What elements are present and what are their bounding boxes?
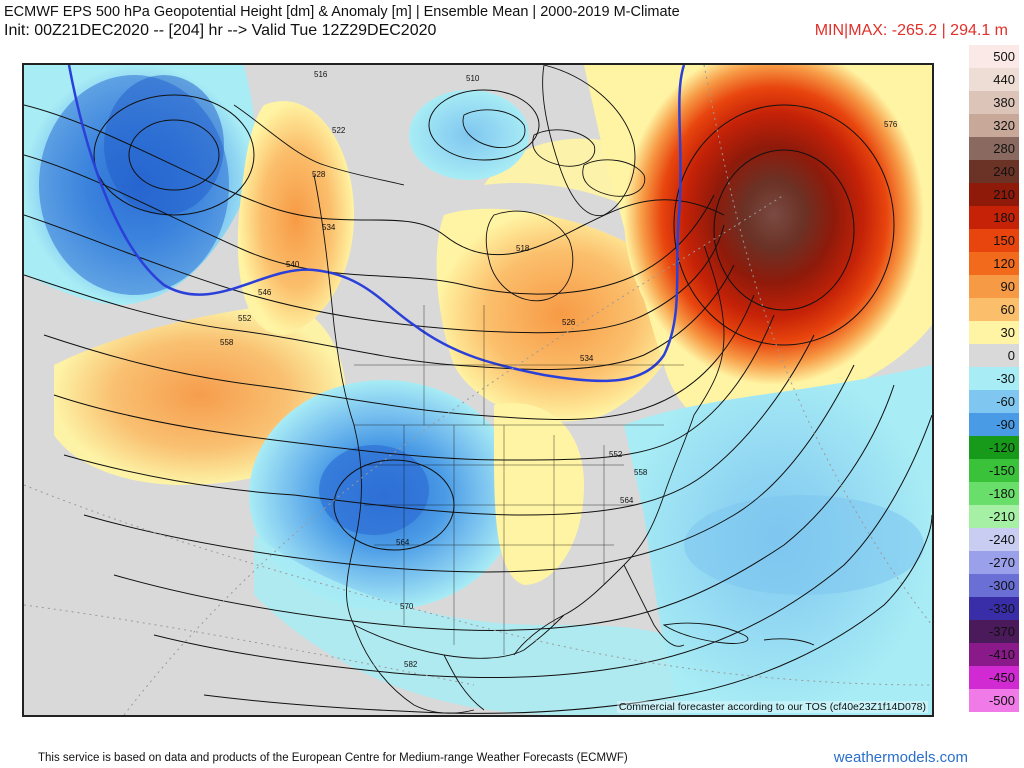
min-max-readout: MIN|MAX: -265.2 | 294.1 m — [814, 22, 1008, 39]
contour-label: 570 — [400, 602, 414, 611]
colorbar-label: -90 — [996, 417, 1015, 432]
tos-notice: Commercial forecaster according to our T… — [616, 701, 928, 713]
colorbar-swatch: 180 — [969, 206, 1019, 229]
colorbar-swatch: -150 — [969, 459, 1019, 482]
colorbar-label: 60 — [1000, 302, 1015, 317]
colorbar-label: 240 — [993, 164, 1015, 179]
contour-label: 518 — [516, 244, 530, 253]
colorbar-swatch: 120 — [969, 252, 1019, 275]
colorbar-label: -30 — [996, 371, 1015, 386]
colorbar-label: -240 — [988, 532, 1015, 547]
height-contours — [24, 89, 932, 714]
colorbar-swatch: -120 — [969, 436, 1019, 459]
colorbar-swatch: -30 — [969, 367, 1019, 390]
colorbar-swatch: 90 — [969, 275, 1019, 298]
map-title: ECMWF EPS 500 hPa Geopotential Height [d… — [4, 4, 680, 20]
colorbar-label: -330 — [988, 601, 1015, 616]
contour-label: 576 — [884, 120, 898, 129]
map-canvas: 516 522 528 534 540 546 552 558 564 570 … — [24, 65, 932, 715]
colorbar-label: 380 — [993, 95, 1015, 110]
contour-label: 522 — [332, 126, 346, 135]
coastlines — [233, 65, 815, 714]
colorbar-label: -370 — [988, 624, 1015, 639]
colorbar-swatch: 440 — [969, 68, 1019, 91]
anomaly-map: 516 522 528 534 540 546 552 558 564 570 … — [22, 63, 934, 717]
colorbar-swatch: -300 — [969, 574, 1019, 597]
colorbar-swatch: -500 — [969, 689, 1019, 712]
anomaly-colorbar: 500 440 380 320 280 240 210 180 150 120 90 60 30 0 -30… — [969, 45, 1019, 712]
colorbar-label: -450 — [988, 670, 1015, 685]
contour-label: 540 — [286, 260, 300, 269]
contour-labels: 516 522 528 534 540 546 552 558 564 570 … — [220, 70, 898, 669]
colorbar-swatch: 60 — [969, 298, 1019, 321]
graticule — [24, 65, 932, 715]
contour-label: 516 — [314, 70, 328, 79]
contour-label: 534 — [322, 223, 336, 232]
colorbar-swatch: -90 — [969, 413, 1019, 436]
colorbar-label: 0 — [1007, 348, 1015, 363]
contour-label: 510 — [466, 74, 480, 83]
contour-label: 558 — [634, 468, 648, 477]
colorbar-swatch: 210 — [969, 183, 1019, 206]
colorbar-label: -210 — [988, 509, 1015, 524]
colorbar-swatch: 30 — [969, 321, 1019, 344]
contour-label: 526 — [562, 318, 576, 327]
colorbar-swatch: -60 — [969, 390, 1019, 413]
colorbar-label: -180 — [988, 486, 1015, 501]
colorbar-label: 440 — [993, 72, 1015, 87]
contour-label: 552 — [238, 314, 252, 323]
map-valid-time: Init: 00Z21DEC2020 -- [204] hr --> Valid… — [4, 22, 437, 39]
colorbar-label: -150 — [988, 463, 1015, 478]
colorbar-swatch: 500 — [969, 45, 1019, 68]
540-dm-contour — [67, 65, 686, 383]
colorbar-label: 180 — [993, 210, 1015, 225]
colorbar-swatch: -210 — [969, 505, 1019, 528]
colorbar-label: 30 — [1000, 325, 1015, 340]
colorbar-swatch: 0 — [969, 344, 1019, 367]
colorbar-label: -410 — [988, 647, 1015, 662]
colorbar-swatch: 320 — [969, 114, 1019, 137]
colorbar-label: -270 — [988, 555, 1015, 570]
colorbar-label: 120 — [993, 256, 1015, 271]
colorbar-swatch: -410 — [969, 643, 1019, 666]
colorbar-label: -500 — [988, 693, 1015, 708]
contour-label: 582 — [404, 660, 418, 669]
colorbar-label: -120 — [988, 440, 1015, 455]
contour-label: 564 — [396, 538, 410, 547]
colorbar-swatch: 380 — [969, 91, 1019, 114]
colorbar-swatch: 240 — [969, 160, 1019, 183]
colorbar-swatch: 150 — [969, 229, 1019, 252]
colorbar-label: 90 — [1000, 279, 1015, 294]
contour-label: 558 — [220, 338, 234, 347]
contour-label: 546 — [258, 288, 272, 297]
contour-label: 552 — [609, 450, 623, 459]
colorbar-label: -60 — [996, 394, 1015, 409]
contour-label: 564 — [620, 496, 634, 505]
colorbar-swatch: -270 — [969, 551, 1019, 574]
ecmwf-attribution: This service is based on data and produc… — [38, 752, 628, 764]
colorbar-label: -300 — [988, 578, 1015, 593]
contour-label: 528 — [312, 170, 326, 179]
political-borders — [354, 305, 684, 655]
colorbar-label: 210 — [993, 187, 1015, 202]
colorbar-label: 320 — [993, 118, 1015, 133]
colorbar-label: 280 — [993, 141, 1015, 156]
colorbar-label: 500 — [993, 49, 1015, 64]
colorbar-swatch: -180 — [969, 482, 1019, 505]
colorbar-swatch: -330 — [969, 597, 1019, 620]
colorbar-swatch: -240 — [969, 528, 1019, 551]
site-link[interactable]: weathermodels.com — [833, 749, 968, 766]
colorbar-label: 150 — [993, 233, 1015, 248]
colorbar-swatch: -450 — [969, 666, 1019, 689]
colorbar-swatch: -370 — [969, 620, 1019, 643]
contour-label: 534 — [580, 354, 594, 363]
colorbar-swatch: 280 — [969, 137, 1019, 160]
